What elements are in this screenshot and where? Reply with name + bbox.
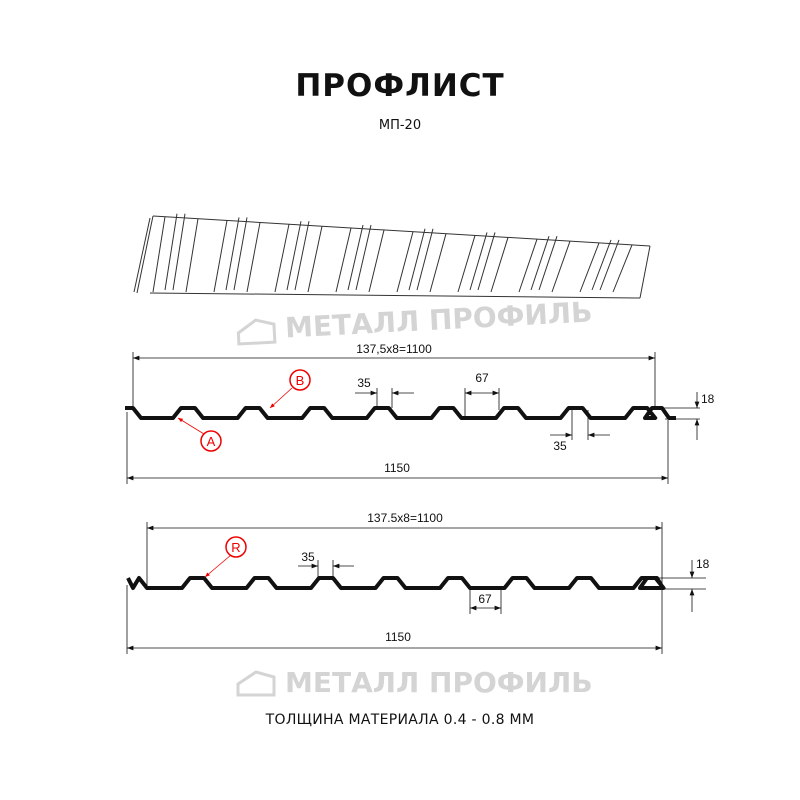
rib-line xyxy=(490,237,509,293)
rib-line xyxy=(538,236,558,291)
watermark-logo-2: МЕТАЛЛ ПРОФИЛЬ xyxy=(236,666,593,699)
height-label-2: 18 xyxy=(696,557,710,571)
top-rib-label-2: 35 xyxy=(301,550,315,564)
trough-label-2: 67 xyxy=(478,592,492,606)
rib-line xyxy=(152,216,166,293)
rib-line xyxy=(213,220,228,293)
marker-a xyxy=(200,430,222,452)
rib-line xyxy=(274,224,290,293)
rib-line xyxy=(469,232,488,291)
sheet-left-edge-inner xyxy=(133,217,151,293)
rib-line xyxy=(335,227,352,293)
svg-text:R: R xyxy=(231,540,240,555)
rib-line xyxy=(307,226,323,293)
profile-top-section: 137,5x8=1100 1150 35 67 35 18 B A xyxy=(125,342,715,484)
sheet-3d-view xyxy=(133,213,651,299)
rib-line xyxy=(457,235,476,293)
sheet-right-edge xyxy=(639,245,651,299)
sheet-bottom-edge xyxy=(149,292,641,299)
page-title: ПРОФЛИСТ xyxy=(295,68,505,104)
profile-bottom-outline xyxy=(126,576,666,590)
rib-line xyxy=(599,239,620,291)
rib-line xyxy=(294,221,310,291)
profile-bottom-section: 137.5x8=1100 1150 35 67 18 R xyxy=(126,511,710,654)
rib-line xyxy=(416,228,434,291)
rib-line xyxy=(408,228,426,291)
material-thickness-note: ТОЛЩИНА МАТЕРИАЛА 0.4 - 0.8 ММ xyxy=(265,712,535,728)
top-rib-label: 35 xyxy=(357,376,371,390)
bottom-rib-label: 35 xyxy=(553,439,567,453)
rib-line xyxy=(225,217,240,291)
rib-line xyxy=(172,213,186,291)
model-subtitle: МП-20 xyxy=(378,118,422,133)
rib-line xyxy=(164,213,178,291)
rib-line xyxy=(286,221,302,291)
watermark-logo-1: МЕТАЛЛ ПРОФИЛЬ xyxy=(236,295,593,346)
pitch-label: 137,5x8=1100 xyxy=(356,342,432,356)
svg-text:МЕТАЛЛ ПРОФИЛЬ: МЕТАЛЛ ПРОФИЛЬ xyxy=(284,295,593,344)
rib-line xyxy=(347,224,364,291)
sheet-top-edge xyxy=(152,215,651,247)
svg-text:МЕТАЛЛ ПРОФИЛЬ: МЕТАЛЛ ПРОФИЛЬ xyxy=(285,666,593,699)
height-label: 18 xyxy=(701,392,715,406)
rib-line xyxy=(591,239,612,291)
rib-line xyxy=(429,233,447,293)
rib-line xyxy=(579,242,600,293)
rib-line xyxy=(368,229,385,293)
profile-top-outline xyxy=(125,406,676,420)
rib-line xyxy=(355,224,372,291)
svg-text:B: B xyxy=(296,373,305,388)
rib-line xyxy=(518,239,538,293)
rib-line xyxy=(530,236,550,291)
marker-b xyxy=(289,369,311,391)
rib-line xyxy=(551,241,571,293)
pitch-label-2: 137.5x8=1100 xyxy=(367,511,443,525)
sheet-left-edge xyxy=(136,215,154,294)
rib-line xyxy=(477,232,496,291)
rib-line xyxy=(396,231,414,293)
width-label: 1150 xyxy=(384,461,410,475)
width-label-2: 1150 xyxy=(385,630,411,644)
trough-label: 67 xyxy=(475,371,489,385)
marker-r xyxy=(225,536,247,558)
rib-line xyxy=(185,218,199,293)
rib-line xyxy=(246,222,261,293)
svg-text:A: A xyxy=(207,434,216,449)
rib-line xyxy=(612,244,633,293)
rib-line xyxy=(233,217,248,291)
